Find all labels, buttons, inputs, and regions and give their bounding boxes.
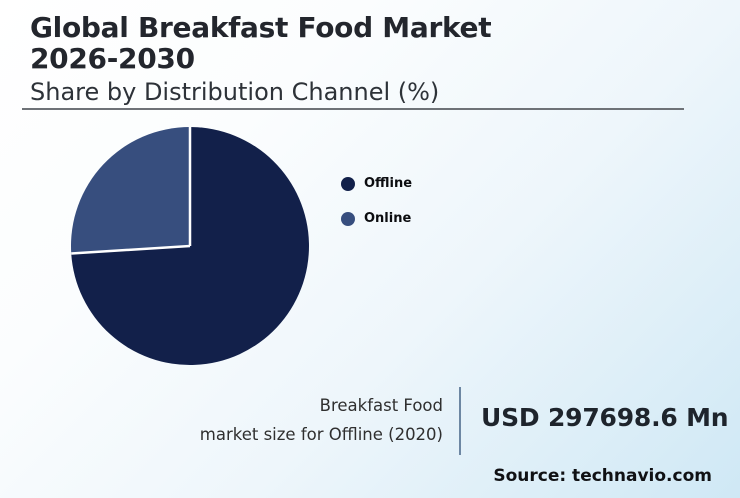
stat-label-line2: market size for Offline (2020) [199, 424, 443, 444]
stat-value: USD 297698.6 Mn [481, 403, 729, 432]
header-divider-line [22, 108, 684, 110]
chart-legend: Offline Online [341, 176, 412, 246]
page-title-line2: 2026-2030 [30, 42, 195, 75]
online-legend-dot-icon [341, 211, 355, 226]
legend-item-online: Online [341, 211, 412, 226]
source-credit: Source: technavio.com [493, 466, 712, 486]
pie-chart [70, 127, 309, 365]
page-title-line1: Global Breakfast Food Market [30, 11, 492, 44]
title-block: Global Breakfast Food Market 2026-2030 S… [30, 11, 492, 107]
pie-slice-online [70, 127, 190, 254]
legend-label-offline: Offline [364, 176, 413, 191]
pie-chart-wrap [69, 125, 311, 367]
pie-slice-border [71, 244, 191, 255]
stat-label: Breakfast Food market size for Offline (… [120, 392, 443, 449]
stat-label-line1: Breakfast Food [319, 396, 443, 415]
legend-item-offline: Offline [341, 176, 412, 191]
page-title: Global Breakfast Food Market 2026-2030 [30, 11, 492, 75]
legend-label-online: Online [364, 211, 412, 226]
page-subtitle: Share by Distribution Channel (%) [30, 78, 440, 106]
stat-divider-line [459, 387, 461, 455]
offline-legend-dot-icon [341, 176, 355, 191]
